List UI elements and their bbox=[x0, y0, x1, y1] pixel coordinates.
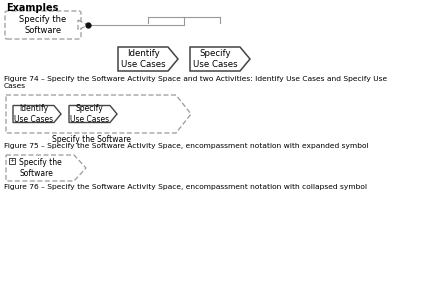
Text: Specify the Software: Specify the Software bbox=[51, 135, 131, 144]
Text: Figure 74 – Specify the Software Activity Space and two Activities: Identify Use: Figure 74 – Specify the Software Activit… bbox=[4, 76, 387, 89]
Polygon shape bbox=[6, 155, 86, 181]
Text: Specify
Use Cases: Specify Use Cases bbox=[193, 49, 237, 69]
Polygon shape bbox=[13, 105, 61, 123]
Text: Examples: Examples bbox=[6, 3, 59, 13]
Text: Figure 75 – Specify the Software Activity Space, encompassment notation with exp: Figure 75 – Specify the Software Activit… bbox=[4, 143, 369, 149]
Text: Identify
Use Cases: Identify Use Cases bbox=[121, 49, 165, 69]
Polygon shape bbox=[6, 95, 191, 133]
FancyBboxPatch shape bbox=[5, 11, 81, 39]
Polygon shape bbox=[190, 47, 250, 71]
Text: +: + bbox=[9, 159, 15, 164]
Text: Specify the
Software: Specify the Software bbox=[19, 15, 67, 35]
Polygon shape bbox=[69, 105, 117, 123]
Text: Specify
Use Cases: Specify Use Cases bbox=[70, 104, 109, 124]
Polygon shape bbox=[78, 20, 88, 30]
Text: Identify
Use Cases: Identify Use Cases bbox=[14, 104, 53, 124]
Text: Figure 76 – Specify the Software Activity Space, encompassment notation with col: Figure 76 – Specify the Software Activit… bbox=[4, 184, 367, 190]
FancyBboxPatch shape bbox=[9, 158, 15, 164]
Polygon shape bbox=[118, 47, 178, 71]
Text: Specify the
Software: Specify the Software bbox=[19, 158, 62, 178]
